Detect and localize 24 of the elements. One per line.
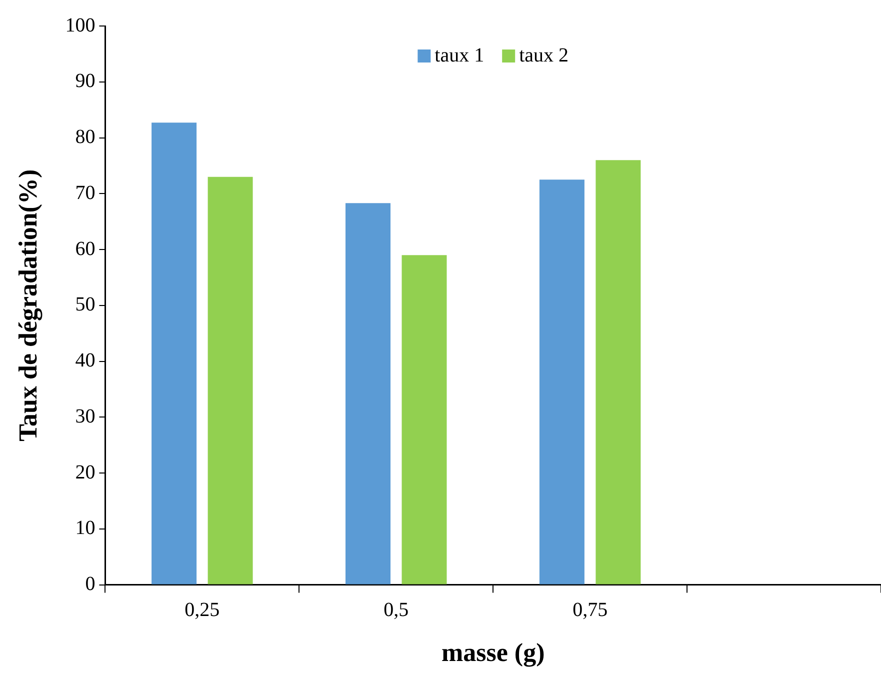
y-axis-title: Taux de dégradation(%) [13, 169, 42, 442]
y-tick-label: 100 [65, 14, 96, 36]
bar [346, 203, 390, 584]
y-tick-label: 50 [75, 294, 96, 316]
y-tick-label: 60 [75, 238, 96, 260]
bar [402, 255, 447, 584]
legend-label: taux 1 [434, 44, 484, 66]
y-tick-label: 0 [85, 573, 96, 596]
y-tick-label: 10 [75, 517, 96, 540]
x-tick-label: 0,5 [384, 599, 409, 622]
legend-label: taux 2 [519, 44, 569, 66]
y-tick-label: 80 [75, 126, 96, 148]
y-tick-label: 20 [75, 461, 96, 484]
bar [208, 176, 253, 584]
y-tick-label: 30 [75, 405, 96, 428]
x-tick-label: 0,75 [572, 599, 608, 622]
bar [596, 160, 641, 584]
x-tick-label: 0,25 [184, 599, 220, 622]
bar [539, 180, 584, 584]
bar [152, 122, 197, 584]
x-axis-title: masse (g) [441, 638, 545, 668]
y-tick-label: 40 [75, 350, 96, 372]
y-tick-label: 90 [75, 70, 96, 92]
y-tick-label: 70 [75, 182, 96, 204]
